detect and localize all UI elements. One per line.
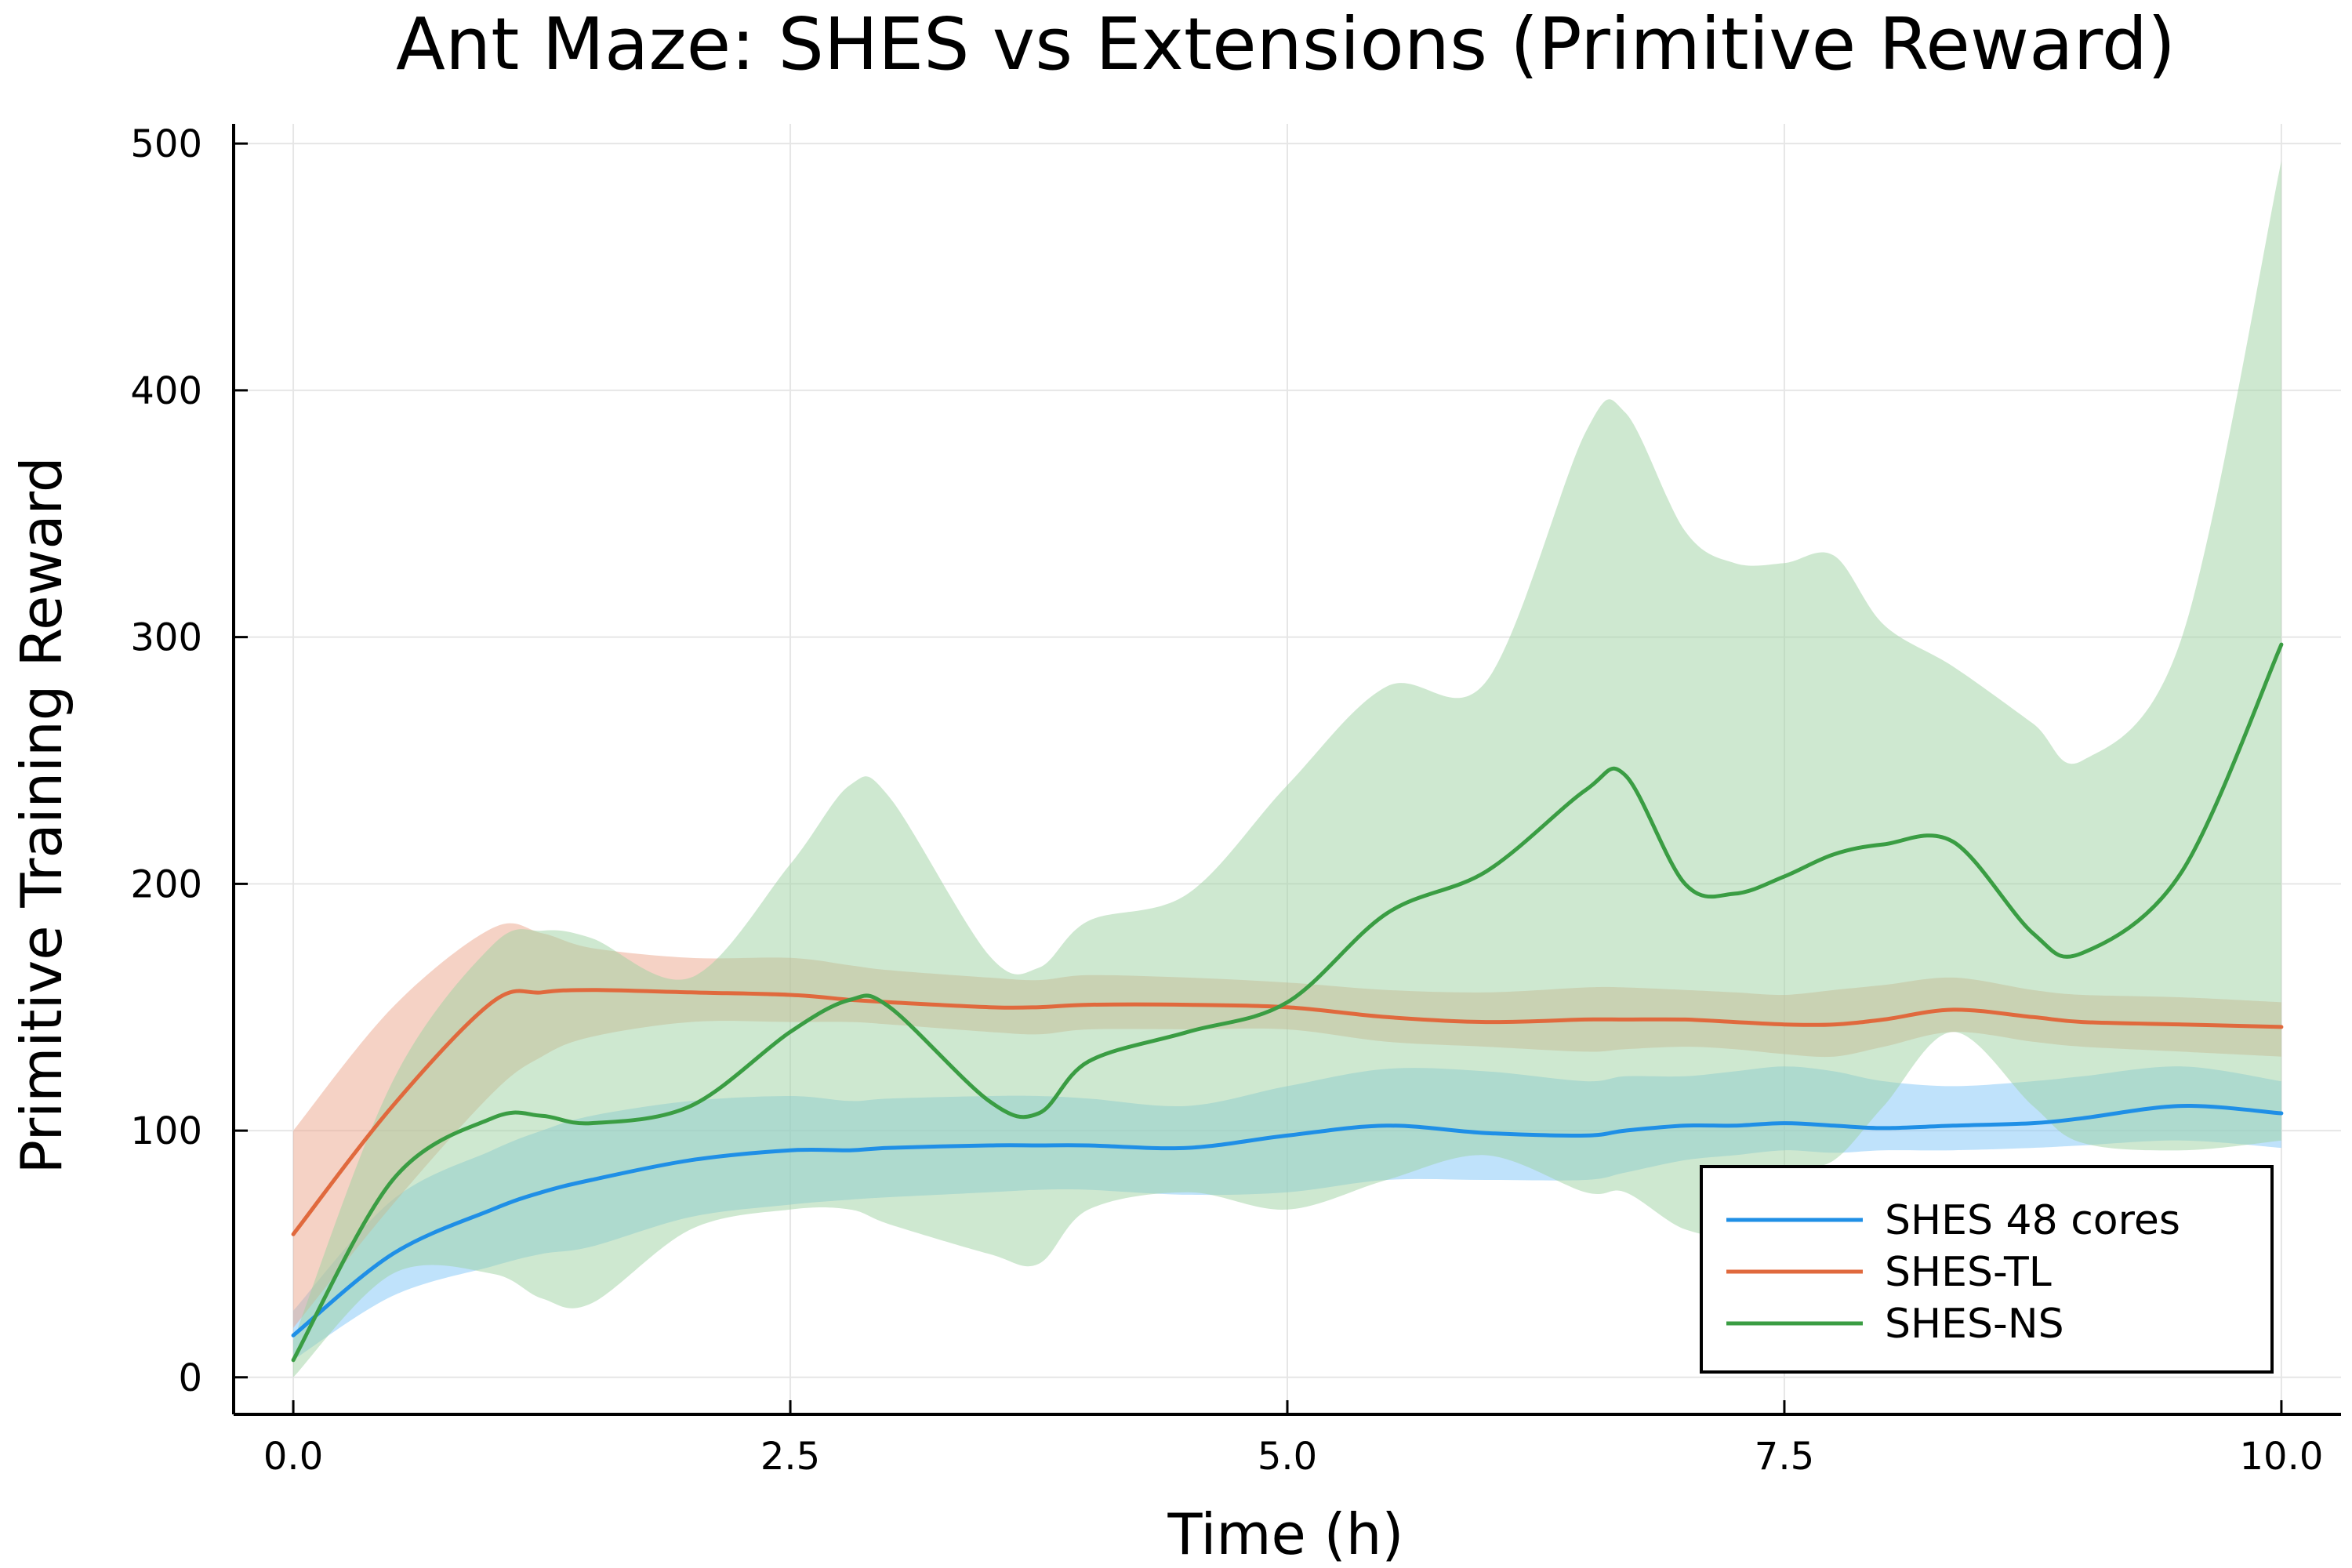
legend-box <box>1700 1165 2274 1374</box>
series-line-3 <box>291 642 2284 1363</box>
x-axis-label: Time (h) <box>1167 1501 1404 1567</box>
legend-label-3: SHES-NS <box>1885 1301 2064 1348</box>
x-tick-label: 5.0 <box>1258 1435 1317 1479</box>
y-tick-label: 300 <box>130 616 202 660</box>
axes <box>232 124 2341 1416</box>
x-tick-label: 7.5 <box>1755 1435 1814 1479</box>
tick-labels: 0.0 2.5 5.0 7.5 10.0 0 100 200 300 400 500 <box>130 122 2323 1479</box>
chart-title: Ant Maze: SHES vs Extensions (Primitive … <box>396 2 2176 86</box>
series-lines <box>291 642 2284 1363</box>
y-tick-label: 0 <box>178 1356 202 1400</box>
series-line-2 <box>291 988 2284 1236</box>
legend: SHES 48 cores SHES-TL SHES-NS <box>1700 1165 2274 1374</box>
confidence-band-3 <box>293 161 2281 1377</box>
x-tick-label: 2.5 <box>760 1435 820 1479</box>
x-tick-label: 0.0 <box>263 1435 323 1479</box>
legend-label-1: SHES 48 cores <box>1885 1197 2180 1244</box>
y-tick-label: 400 <box>130 369 202 413</box>
y-axis-label: Primitive Training Reward <box>9 456 74 1174</box>
legend-label-2: SHES-TL <box>1885 1249 2052 1296</box>
y-tick-label: 200 <box>130 862 202 906</box>
x-tick-label: 10.0 <box>2239 1435 2323 1479</box>
series-line-1 <box>291 1104 2284 1338</box>
y-tick-label: 100 <box>130 1109 202 1153</box>
y-tick-label: 500 <box>130 122 202 166</box>
